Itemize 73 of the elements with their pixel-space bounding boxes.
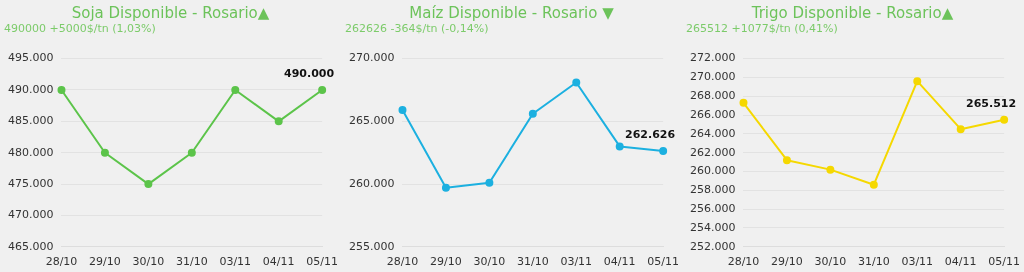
y-tick-label: 475.000 [7,176,54,190]
y-tick-label: 252.000 [689,239,736,253]
x-tick-label: 03/11 [901,255,934,269]
point [826,165,835,174]
x-tick-label: 30/10 [814,255,847,269]
point [782,156,791,165]
y-tick-label: 266.000 [689,107,736,121]
x-tick-label: 30/10 [132,255,165,269]
point [274,117,283,126]
point [1000,115,1009,124]
point [615,142,624,151]
x-tick-label: 28/10 [386,255,419,269]
y-tick-label: 270.000 [348,51,395,65]
chart-title: Maíz Disponible - Rosario ▼ [408,3,615,22]
y-tick-label: 272.000 [689,51,736,65]
y-tick-label: 264.000 [689,126,736,140]
data-label: 262.626 [625,128,676,142]
y-tick-label: 260.000 [348,176,395,190]
x-tick-label: 28/10 [45,255,78,269]
x-tick-label: 04/11 [944,255,977,269]
x-tick-label: 31/10 [175,255,208,269]
point [869,180,878,189]
y-tick-label: 265.000 [348,114,395,128]
x-tick-label: 04/11 [603,255,636,269]
x-tick-label: 28/10 [727,255,760,269]
x-tick-label: 30/10 [473,255,506,269]
chart-title: Soja Disponible - Rosario▲ [70,3,271,22]
y-tick-label: 258.000 [689,183,736,197]
x-tick-label: 31/10 [516,255,549,269]
x-tick-label: 03/11 [560,255,593,269]
point [57,85,66,94]
point [739,98,748,107]
point [956,125,965,134]
point [144,180,153,189]
x-tick-label: 29/10 [89,255,121,269]
point [485,178,494,187]
point [398,106,407,115]
point [100,148,109,157]
x-tick-label: 04/11 [262,255,295,269]
point [572,78,581,87]
y-tick-label: 256.000 [689,202,736,216]
point [441,183,450,192]
x-tick-label: 05/11 [647,255,679,269]
data-label: 490.000 [284,67,335,81]
point [913,77,922,86]
y-tick-label: 465.000 [7,239,54,253]
point [231,85,240,94]
chart-subtitle: 262626 -364$/tn (-0,14%) [344,22,490,36]
point [318,85,327,94]
point [659,147,668,156]
y-tick-label: 480.000 [7,145,54,159]
y-tick-label: 490.000 [7,82,54,96]
chart-title: Trigo Disponible - Rosario▲ [750,3,955,22]
y-tick-label: 268.000 [689,89,736,103]
x-tick-label: 29/10 [430,255,462,269]
y-tick-label: 485.000 [7,114,54,128]
chart-subtitle: 490000 +5000$/tn (1,03%) [3,22,157,36]
data-label: 265.512 [966,97,1017,111]
y-tick-label: 260.000 [689,164,736,178]
y-tick-label: 495.000 [7,51,54,65]
point [528,109,537,118]
y-tick-label: 254.000 [689,220,736,234]
x-tick-label: 05/11 [988,255,1020,269]
y-tick-label: 255.000 [348,239,395,253]
y-tick-label: 262.000 [689,145,736,159]
chart-subtitle: 265512 +1077$/tn (0,41%) [685,22,839,36]
x-tick-label: 05/11 [306,255,338,269]
x-tick-label: 29/10 [771,255,803,269]
point [187,148,196,157]
x-tick-label: 03/11 [219,255,252,269]
x-tick-label: 31/10 [857,255,890,269]
y-tick-label: 470.000 [7,208,54,222]
y-tick-label: 270.000 [689,70,736,84]
